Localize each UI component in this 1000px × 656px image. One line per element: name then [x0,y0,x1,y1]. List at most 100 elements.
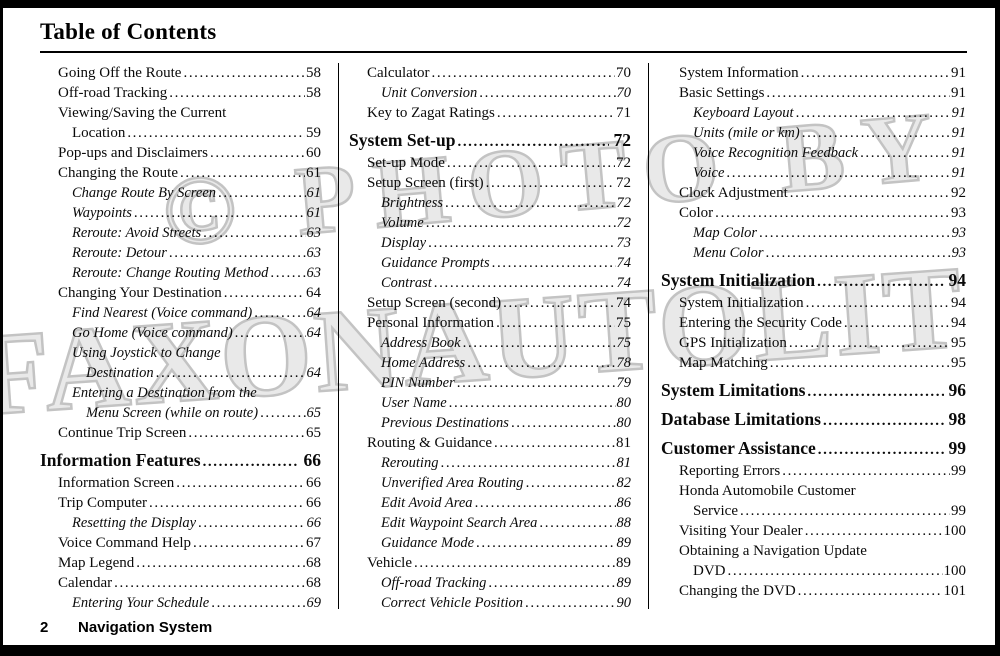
toc-entry-page: 75 [616,315,631,331]
toc-leader-dots [235,323,306,343]
toc-entry-page: 72 [616,195,632,211]
toc-entry-page: 99 [951,503,966,519]
toc-entry: Setup Screen (first) 72 [349,173,631,193]
toc-entry: Menu Screen (while on route) 65 [40,403,321,423]
column-divider [338,63,339,609]
toc-entry-label: Going Off the Route [58,65,182,81]
toc-leader-dots [156,363,306,383]
toc-entry-label: Find Nearest (Voice command) [72,305,253,321]
toc-entry-page: 74 [616,255,632,271]
toc-entry-page: 95 [951,355,966,371]
toc-entry-label: Obtaining a Navigation Update [679,543,867,559]
toc-entry-label: Edit Waypoint Search Area [381,515,538,531]
toc-entry: Going Off the Route 58 [40,63,321,83]
toc-entry-page: 96 [948,380,967,400]
toc-entry-label: Menu Color [693,245,764,261]
toc-leader-dots [211,593,305,613]
toc-leader-dots [766,83,950,103]
toc-entry: Reroute: Avoid Streets 63 [40,223,321,243]
toc-leader-dots [210,143,305,163]
toc-section-header: Information Features 66 [40,448,321,472]
toc-leader-dots [188,423,305,443]
toc-leader-dots [817,268,943,294]
toc-entry: Off-road Tracking 58 [40,83,321,103]
toc-leader-dots [503,293,615,313]
toc-entry-label: Changing Your Destination [58,285,222,301]
toc-entry: Brightness 72 [349,193,631,213]
toc-entry-page: 59 [306,125,321,141]
toc-leader-dots [445,193,615,213]
toc-leader-dots [457,373,616,393]
toc-entry-label: Reroute: Detour [72,245,167,261]
toc-entry-label: Setup Screen (second) [367,295,502,311]
toc-entry-label: Go Home (Voice command) [72,325,233,341]
toc-leader-dots [759,223,950,243]
toc-entry: Pop-ups and Disclaimers 60 [40,143,321,163]
toc-leader-dots [860,143,950,163]
toc-columns: Going Off the Route 58 Off-road Tracking 58… [40,63,967,613]
toc-entry-page: 93 [951,225,967,241]
toc-entry-page: 66 [306,495,321,511]
toc-leader-dots [494,433,615,453]
toc-entry-page: 91 [951,145,967,161]
toc-entry: Address Book 75 [349,333,631,353]
toc-entry-label: Using Joystick to Change [72,345,221,361]
toc-entry-page: 64 [306,325,322,341]
toc-section-header: System Set-up 72 [349,128,631,152]
toc-entry-page: 68 [306,575,321,591]
toc-leader-dots [511,413,616,433]
toc-entry-page: 64 [306,285,321,301]
toc-entry-label: Pop-ups and Disclaimers [58,145,208,161]
toc-entry: Off-road Tracking 89 [349,573,631,593]
toc-entry-page: 100 [943,563,967,579]
toc-entry: Units (mile or km) 91 [661,123,966,143]
toc-entry-label: Vehicle [367,555,412,571]
toc-leader-dots [740,501,950,521]
toc-entry-page: 90 [616,595,632,611]
toc-entry-label: Setup Screen (first) [367,175,484,191]
toc-entry-label: Color [679,205,714,221]
toc-entry: Destination 64 [40,363,321,383]
toc-leader-dots [203,223,305,243]
toc-entry-label: System Initialization [679,295,804,311]
toc-entry-page: 67 [306,535,321,551]
toc-entry-label: Calculator [367,65,430,81]
toc-entry-page: 58 [306,65,321,81]
toc-leader-dots [218,183,305,203]
toc-entry-page: 63 [306,245,322,261]
toc-entry-page: 65 [306,425,321,441]
toc-entry: Changing Your Destination 64 [40,283,321,303]
toc-entry-label: System Limitations [661,380,806,400]
toc-leader-dots [770,353,950,373]
toc-entry-page: 93 [951,205,966,221]
toc-leader-dots [428,233,615,253]
toc-entry-page: 91 [951,105,967,121]
toc-entry-page: 72 [616,215,632,231]
toc-entry: Edit Waypoint Search Area 88 [349,513,631,533]
toc-entry: Map Legend 68 [40,553,321,573]
toc-leader-dots [526,473,616,493]
toc-entry-page: 73 [616,235,632,251]
toc-entry: Visiting Your Dealer 100 [661,521,966,541]
toc-entry: Volume 72 [349,213,631,233]
toc-entry-label: Changing the DVD [679,583,796,599]
toc-entry: Display 73 [349,233,631,253]
toc-entry: Calendar 68 [40,573,321,593]
toc-entry-page: 86 [616,495,632,511]
toc-leader-dots [136,553,305,573]
toc-entry: Entering Your Schedule 69 [40,593,321,613]
toc-leader-dots [488,573,615,593]
toc-entry: System Initialization 94 [661,293,966,313]
toc-leader-dots [798,581,943,601]
toc-leader-dots [782,461,950,481]
toc-entry-page: 89 [616,575,632,591]
toc-entry-label: Display [381,235,427,251]
toc-leader-dots [728,561,943,581]
toc-entry-label: Change Route By Screen [72,185,217,201]
toc-leader-dots [467,353,615,373]
toc-entry-label: Guidance Mode [381,535,475,551]
toc-entry-label: Entering Your Schedule [72,595,210,611]
toc-entry: Resetting the Display 66 [40,513,321,533]
toc-entry: Waypoints 61 [40,203,321,223]
